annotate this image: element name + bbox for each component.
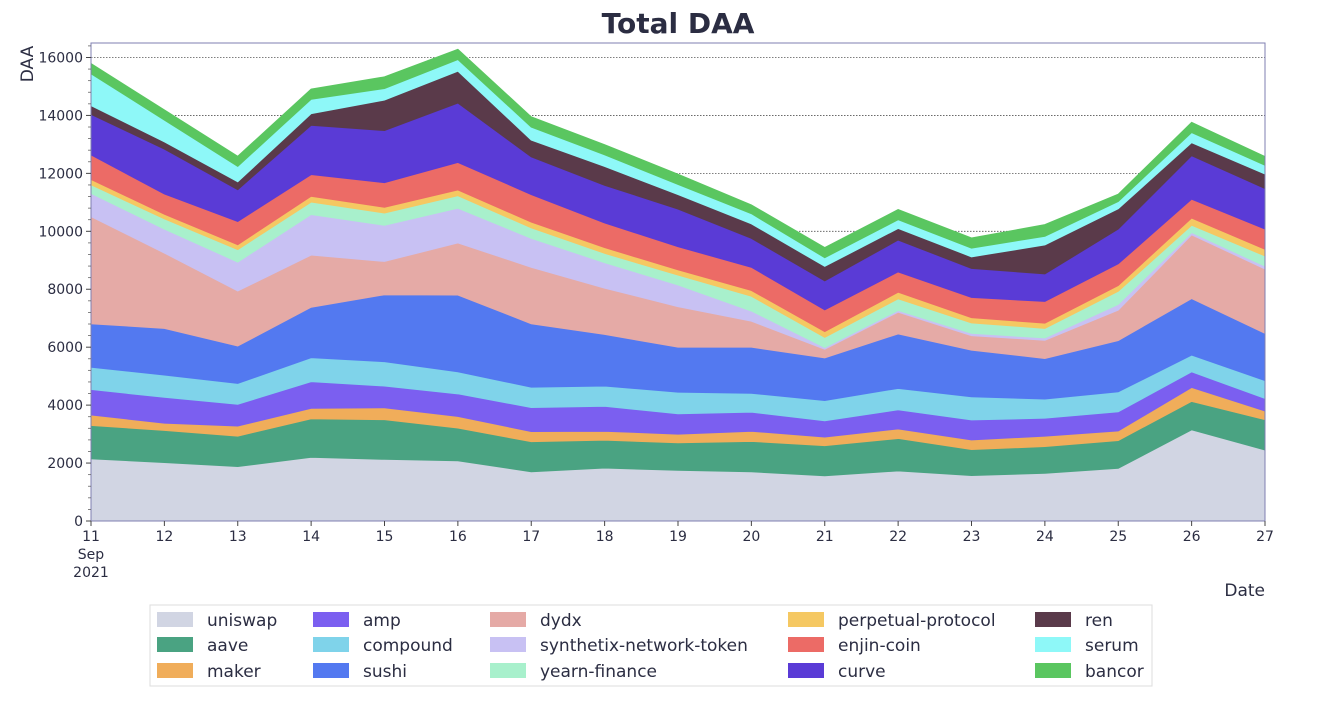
y-tick-label: 14000 — [38, 108, 83, 124]
legend-label-yearn-finance: yearn-finance — [540, 662, 657, 682]
x-tick-label: 13 — [229, 529, 247, 545]
legend-swatch-serum — [1035, 637, 1071, 652]
legend-label-compound: compound — [363, 636, 453, 656]
x-tick-label: 27 — [1256, 529, 1274, 545]
y-tick-label: 8000 — [47, 282, 83, 298]
x-tick-label: 22 — [889, 529, 907, 545]
legend-label-curve: curve — [838, 662, 886, 682]
x-tick-sublabel: Sep — [78, 547, 105, 563]
y-tick-label: 2000 — [47, 456, 83, 472]
y-tick-label: 0 — [74, 514, 83, 530]
legend-swatch-compound — [313, 637, 349, 652]
axes: 0 2000 4000 6000 8000 10000 12000 14000 16000 11 1… — [38, 45, 1274, 581]
x-tick-label: 20 — [742, 529, 760, 545]
x-tick-label: 19 — [669, 529, 687, 545]
legend: uniswap aave maker amp compound sushi dydx synt… — [149, 604, 1153, 687]
x-tick-label: 18 — [596, 529, 614, 545]
y-tick-label: 12000 — [38, 166, 83, 182]
legend-label-sushi: sushi — [363, 662, 407, 682]
x-tick-label: 26 — [1183, 529, 1201, 545]
legend-swatch-aave — [157, 637, 193, 652]
legend-swatch-amp — [313, 612, 349, 627]
legend-swatch-curve — [788, 663, 824, 678]
legend-label-amp: amp — [363, 611, 401, 631]
legend-label-aave: aave — [207, 636, 248, 656]
legend-swatch-uniswap — [157, 612, 193, 627]
legend-label-enjin-coin: enjin-coin — [838, 636, 921, 656]
legend-swatch-bancor — [1035, 663, 1071, 678]
legend-label-maker: maker — [207, 662, 261, 682]
x-tick-label: 17 — [522, 529, 540, 545]
x-tick-sublabel: 2021 — [73, 565, 109, 581]
x-tick-label: 24 — [1036, 529, 1054, 545]
y-tick-label: 6000 — [47, 340, 83, 356]
legend-swatch-sushi — [313, 663, 349, 678]
y-tick-label: 16000 — [38, 50, 83, 66]
y-axis-title: DAA — [18, 45, 38, 82]
x-tick-label: 25 — [1109, 529, 1127, 545]
legend-label-serum: serum — [1085, 636, 1139, 656]
chart-title: Total DAA — [602, 7, 755, 40]
legend-label-synthetix-network-token: synthetix-network-token — [540, 636, 748, 656]
legend-swatch-dydx — [490, 612, 526, 627]
x-tick-label: 12 — [155, 529, 173, 545]
x-tick-label: 15 — [376, 529, 394, 545]
legend-swatch-synthetix-network-token — [490, 637, 526, 652]
x-tick-label: 21 — [816, 529, 834, 545]
legend-swatch-enjin-coin — [788, 637, 824, 652]
legend-swatch-perpetual-protocol — [788, 612, 824, 627]
y-tick-label: 10000 — [38, 224, 83, 240]
legend-label-bancor: bancor — [1085, 662, 1144, 682]
x-tick-label: 14 — [302, 529, 320, 545]
x-tick-label: 11 — [82, 529, 100, 545]
y-tick-label: 4000 — [47, 398, 83, 414]
legend-swatch-yearn-finance — [490, 663, 526, 678]
legend-label-ren: ren — [1085, 611, 1113, 631]
legend-label-perpetual-protocol: perpetual-protocol — [838, 611, 996, 631]
x-tick-label: 16 — [449, 529, 467, 545]
area-series — [90, 48, 1266, 522]
legend-swatch-maker — [157, 663, 193, 678]
legend-label-dydx: dydx — [540, 611, 582, 631]
x-axis-title: Date — [1224, 581, 1265, 601]
legend-label-uniswap: uniswap — [207, 611, 277, 631]
x-tick-label: 23 — [963, 529, 981, 545]
legend-swatch-ren — [1035, 612, 1071, 627]
